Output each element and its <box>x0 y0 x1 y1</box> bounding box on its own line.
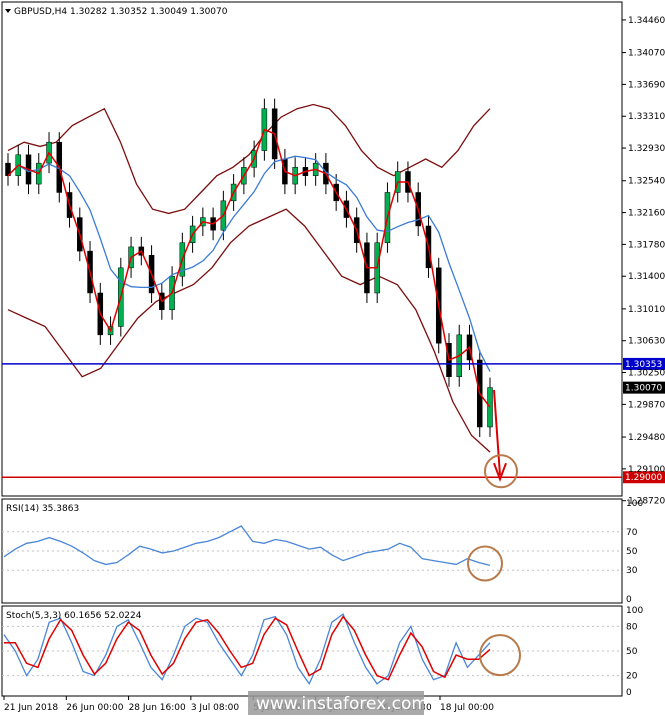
main-title: GBPUSD,H4 1.30282 1.30352 1.30049 1.3007… <box>14 7 228 17</box>
time-tick-label: 3 Jul 08:00 <box>191 703 240 713</box>
triangle-down-icon <box>5 9 11 13</box>
price-tick-label: 1.28720 <box>628 497 665 507</box>
price-tick-label: 1.32160 <box>628 209 665 219</box>
price-tick-label: 1.33310 <box>628 112 665 122</box>
arrow-head-icon <box>493 462 507 483</box>
price-tick-label: 1.34070 <box>628 49 665 59</box>
target-level-label: 1.29000 <box>625 473 662 483</box>
price-tick-label: 1.29480 <box>628 433 665 443</box>
price-tick-label: 1.29870 <box>628 400 665 410</box>
price-tick-label: 1.31010 <box>628 305 665 315</box>
panel-tick-label: 80 <box>626 622 638 632</box>
main-panel-frame <box>1 1 623 497</box>
panel-tick-label: 30 <box>626 566 638 576</box>
price-tick-label: 1.32930 <box>628 144 665 154</box>
price-tick-label: 1.33690 <box>628 80 665 90</box>
stoch-signal-line <box>4 615 491 681</box>
stoch-circle <box>479 634 521 677</box>
current-price-label-bg <box>623 381 665 394</box>
candle-body <box>487 387 493 428</box>
rsi-title: RSI(14) 35.3863 <box>6 504 79 514</box>
price-tick-label: 1.29100 <box>628 465 665 475</box>
panel-tick-label: 50 <box>626 647 638 657</box>
price-axis: 1.34460 1.34070 1.33690 1.33310 1.32930 1.325… <box>622 16 665 507</box>
panel-tick-label: 20 <box>626 672 638 682</box>
panel-tick-label: 70 <box>626 528 638 538</box>
panel-tick-label: 100 <box>626 499 643 509</box>
price-tick-label: 1.31400 <box>628 272 665 282</box>
stoch-title: Stoch(5,3,3) 60.1656 52.0224 <box>6 611 142 621</box>
price-tick-label: 1.30630 <box>628 337 665 347</box>
price-tick-label: 1.30250 <box>628 369 665 379</box>
panel-tick-label: 0 <box>626 688 632 698</box>
bollinger-upper <box>7 103 491 215</box>
moving-averages <box>7 128 491 408</box>
watermark: www.instaforex.com <box>248 691 428 715</box>
candle-body <box>5 162 11 176</box>
current-price-label: 1.30070 <box>625 384 662 394</box>
annotations <box>467 389 521 677</box>
rsi-line <box>3 525 491 567</box>
price-levels: 1.30353 1.29000 1.30070 <box>2 357 665 484</box>
ema-slow-line <box>7 155 491 372</box>
watermark-text: www.instaforex.com <box>256 694 428 714</box>
target-arrow <box>493 389 501 476</box>
target-circle <box>484 454 518 489</box>
target-level-label-bg <box>623 471 665 484</box>
price-tick-label: 1.31780 <box>628 240 665 250</box>
support-level-label: 1.30353 <box>625 360 662 370</box>
time-tick-label: 28 Jun 16:00 <box>129 703 186 713</box>
support-level-label-bg <box>623 357 665 370</box>
rsi-panel: 100 70 50 30 0 <box>2 499 643 605</box>
panel-tick-label: 0 <box>626 595 632 605</box>
time-tick-label: 26 Jun 00:00 <box>66 703 123 713</box>
panel-tick-label: 50 <box>626 547 638 557</box>
bollinger-lower <box>7 208 491 453</box>
price-tick-label: 1.34460 <box>628 16 665 26</box>
sma-fast-line <box>7 128 491 408</box>
rsi-circle <box>467 545 503 582</box>
main-header: GBPUSD,H4 1.30282 1.30352 1.30049 1.3007… <box>5 7 228 17</box>
panel-tick-label: 100 <box>626 606 643 616</box>
time-tick-label: 21 Jun 2018 <box>4 703 58 713</box>
price-tick-label: 1.32540 <box>628 177 665 187</box>
time-tick-label: 18 Jul 00:00 <box>440 703 494 713</box>
bollinger-bands <box>7 103 491 453</box>
